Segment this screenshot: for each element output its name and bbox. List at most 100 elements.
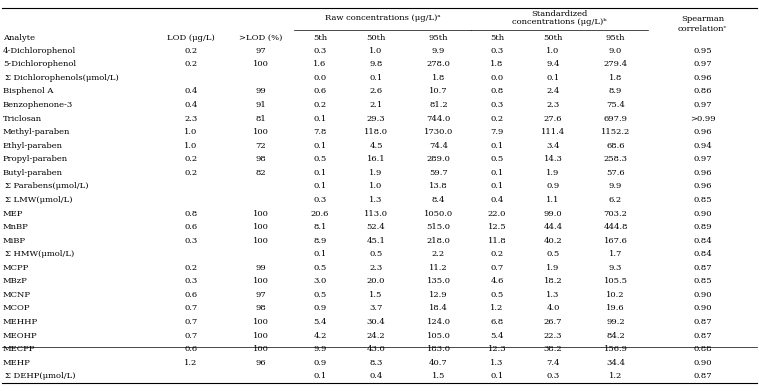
Text: 4.5: 4.5 [369,142,383,150]
Text: 0.2: 0.2 [184,47,197,55]
Text: 0.85: 0.85 [693,196,712,204]
Text: 5.4: 5.4 [490,332,504,339]
Text: 12.3: 12.3 [488,345,506,353]
Text: 99.2: 99.2 [606,318,625,326]
Text: MCOP: MCOP [3,305,30,312]
Text: 6.2: 6.2 [609,196,622,204]
Text: MEHHP: MEHHP [3,318,38,326]
Text: 0.4: 0.4 [184,88,197,95]
Text: 5.4: 5.4 [313,318,327,326]
Text: 0.9: 0.9 [313,359,326,367]
Text: 1.9: 1.9 [370,169,383,177]
Text: 44.4: 44.4 [543,223,562,231]
Text: 8.4: 8.4 [432,196,446,204]
Text: 12.5: 12.5 [488,223,506,231]
Text: 9.8: 9.8 [370,60,383,68]
Text: MCPP: MCPP [3,264,30,272]
Text: Σ Parabens(μmol/L): Σ Parabens(μmol/L) [5,182,89,190]
Text: 100: 100 [253,223,269,231]
Text: 1.2: 1.2 [184,359,197,367]
Text: 50th: 50th [543,34,562,42]
Text: MEHP: MEHP [3,359,31,367]
Text: 16.1: 16.1 [367,155,386,163]
Text: MEOHP: MEOHP [3,332,38,339]
Text: 50th: 50th [367,34,386,42]
Text: 19.6: 19.6 [606,305,625,312]
Text: 2.6: 2.6 [370,88,383,95]
Text: 0.9: 0.9 [546,182,559,190]
Text: 22.0: 22.0 [488,210,506,217]
Text: 0.5: 0.5 [313,291,326,299]
Text: 99.0: 99.0 [543,210,562,217]
Text: 0.3: 0.3 [313,196,326,204]
Text: 744.0: 744.0 [427,115,451,123]
Text: 0.90: 0.90 [693,291,712,299]
Text: 1.0: 1.0 [546,47,559,55]
Text: 0.3: 0.3 [490,101,504,109]
Text: 7.4: 7.4 [546,359,559,367]
Text: 0.4: 0.4 [370,372,383,380]
Text: 7.9: 7.9 [490,128,504,136]
Text: 8.1: 8.1 [313,223,326,231]
Text: 167.6: 167.6 [603,237,628,245]
Text: 9.3: 9.3 [609,264,622,272]
Text: 97: 97 [255,47,266,55]
Text: 0.7: 0.7 [490,264,504,272]
Text: 26.7: 26.7 [543,318,562,326]
Text: 1.2: 1.2 [490,305,504,312]
Text: 0.1: 0.1 [490,182,504,190]
Text: 30.4: 30.4 [367,318,386,326]
Text: 100: 100 [253,210,269,217]
Text: Propyl-paraben: Propyl-paraben [3,155,68,163]
Text: >0.99: >0.99 [690,115,715,123]
Text: 100: 100 [253,318,269,326]
Text: 0.85: 0.85 [693,277,712,285]
Text: 0.2: 0.2 [313,101,326,109]
Text: 14.3: 14.3 [543,155,562,163]
Text: 9.9: 9.9 [432,47,446,55]
Text: 68.6: 68.6 [606,142,625,150]
Text: 118.0: 118.0 [364,128,388,136]
Text: 52.4: 52.4 [367,223,386,231]
Text: MCNP: MCNP [3,291,31,299]
Text: 1.0: 1.0 [370,47,383,55]
Text: 34.4: 34.4 [606,359,625,367]
Text: 59.7: 59.7 [429,169,448,177]
Text: 1.5: 1.5 [370,291,383,299]
Text: 0.1: 0.1 [546,74,559,82]
Text: 278.0: 278.0 [427,60,450,68]
Text: 1.8: 1.8 [432,74,446,82]
Text: 0.3: 0.3 [184,277,197,285]
Text: 0.87: 0.87 [693,264,712,272]
Text: 0.4: 0.4 [490,196,504,204]
Text: 9.9: 9.9 [609,182,622,190]
Text: Raw concentrations (μg/L)ᵃ: Raw concentrations (μg/L)ᵃ [325,14,440,22]
Text: 0.87: 0.87 [693,332,712,339]
Text: 0.2: 0.2 [184,155,197,163]
Text: 100: 100 [253,128,269,136]
Text: 2.4: 2.4 [546,88,559,95]
Text: concentrations (μg/L)ᵇ: concentrations (μg/L)ᵇ [512,18,606,26]
Text: 72: 72 [255,142,266,150]
Text: 5-Dichlorophenol: 5-Dichlorophenol [3,60,76,68]
Text: MiBP: MiBP [3,237,26,245]
Text: MECPP: MECPP [3,345,36,353]
Text: 8.3: 8.3 [370,359,383,367]
Text: 4.0: 4.0 [546,305,559,312]
Text: 24.2: 24.2 [367,332,386,339]
Text: 57.6: 57.6 [606,169,625,177]
Text: 0.2: 0.2 [184,60,197,68]
Text: 0.90: 0.90 [693,210,712,217]
Text: 0.87: 0.87 [693,318,712,326]
Text: 703.2: 703.2 [603,210,628,217]
Text: 100: 100 [253,277,269,285]
Text: Methyl-paraben: Methyl-paraben [3,128,71,136]
Text: 95th: 95th [606,34,625,42]
Text: LOD (μg/L): LOD (μg/L) [167,34,215,42]
Text: 0.90: 0.90 [693,359,712,367]
Text: 99: 99 [255,88,266,95]
Text: Σ DEHP(μmol/L): Σ DEHP(μmol/L) [5,372,75,380]
Text: MBzP: MBzP [3,277,28,285]
Text: 0.96: 0.96 [693,128,712,136]
Text: 12.9: 12.9 [429,291,448,299]
